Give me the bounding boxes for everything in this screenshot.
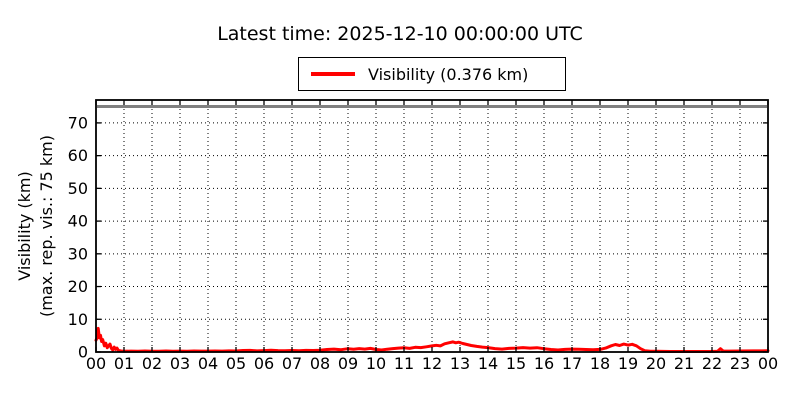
x-tick-label: 03 <box>170 354 190 373</box>
plot-border <box>95 99 769 353</box>
x-tick-label: 23 <box>730 354 750 373</box>
y-axis-label-line1: Visibility (km) <box>15 171 34 280</box>
x-tick-label: 07 <box>282 354 302 373</box>
x-tick-label: 05 <box>226 354 246 373</box>
x-tick-label: 08 <box>310 354 330 373</box>
x-tick-label: 21 <box>674 354 694 373</box>
tick-labels: 00 01 02 03 04 05 06 07 08 09 10 11 12 13 14 15 16 17 18 19… <box>68 113 779 373</box>
y-tick-label: 20 <box>68 277 88 296</box>
x-tick-label: 00 <box>758 354 778 373</box>
x-tick-label: 06 <box>254 354 274 373</box>
x-tick-label: 18 <box>590 354 610 373</box>
y-tick-label: 0 <box>78 343 88 362</box>
x-tick-label: 14 <box>478 354 498 373</box>
y-tick-label: 50 <box>68 179 88 198</box>
x-tick-label: 16 <box>534 354 554 373</box>
x-tick-label: 00 <box>86 354 106 373</box>
legend-label: Visibility (0.376 km) <box>368 64 529 84</box>
x-tick-label: 02 <box>142 354 162 373</box>
gridlines <box>97 101 767 351</box>
x-tick-label: 13 <box>450 354 470 373</box>
y-tick-label: 70 <box>68 113 88 132</box>
x-tick-label: 17 <box>562 354 582 373</box>
x-tick-label: 15 <box>506 354 526 373</box>
y-tick-label: 10 <box>68 310 88 329</box>
y-tick-label: 60 <box>68 146 88 165</box>
x-tick-label: 04 <box>198 354 218 373</box>
x-tick-label: 10 <box>366 354 386 373</box>
x-tick-label: 01 <box>114 354 134 373</box>
x-tick-label: 20 <box>646 354 666 373</box>
y-tick-label: 30 <box>68 244 88 263</box>
legend-line-swatch <box>311 72 355 76</box>
legend: Visibility (0.376 km) <box>298 57 566 91</box>
x-tick-label: 09 <box>338 354 358 373</box>
y-tick-label: 40 <box>68 212 88 231</box>
x-tick-label: 11 <box>394 354 414 373</box>
y-axis-label-line2: (max. rep. vis.: 75 km) <box>37 135 56 317</box>
x-tick-label: 12 <box>422 354 442 373</box>
chart-title: Latest time: 2025-12-10 00:00:00 UTC <box>217 23 583 45</box>
x-tick-label: 22 <box>702 354 722 373</box>
x-tick-label: 19 <box>618 354 638 373</box>
